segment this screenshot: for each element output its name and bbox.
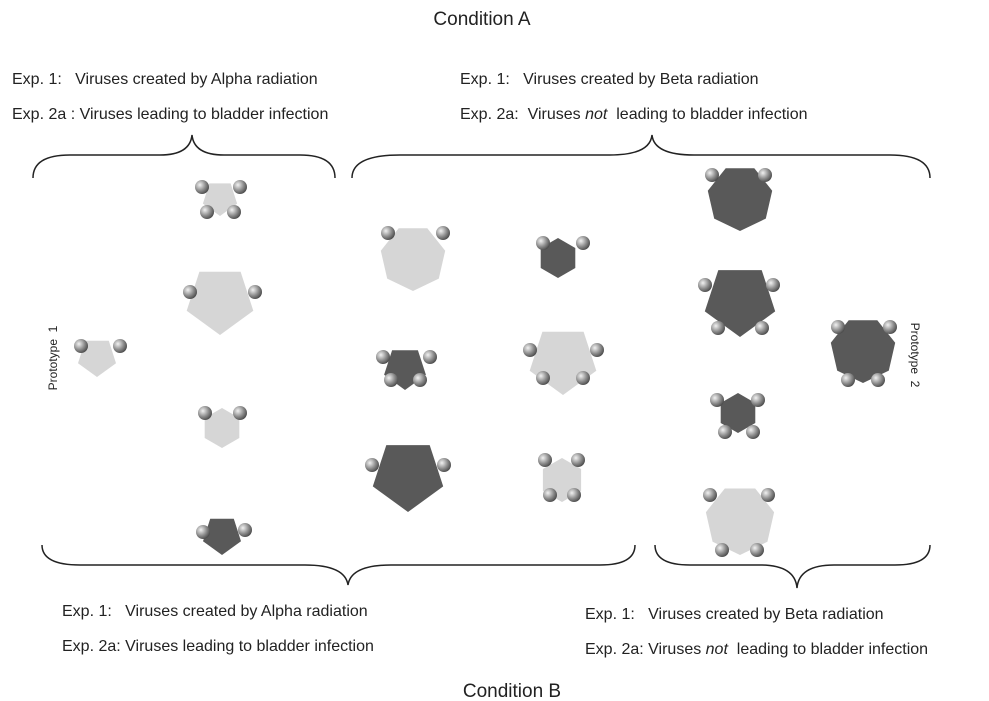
virus-spike xyxy=(766,278,780,292)
virus-spike xyxy=(871,373,885,387)
virus-spike xyxy=(698,278,712,292)
virus-spike xyxy=(576,371,590,385)
virus-spike xyxy=(711,321,725,335)
virus-spike xyxy=(761,488,775,502)
virus-spike xyxy=(841,373,855,387)
virus-spike xyxy=(365,458,379,472)
virus-spike xyxy=(183,285,197,299)
virus-spike xyxy=(705,168,719,182)
bottom-right-line-1: Exp. 1: Viruses created by Beta radiatio… xyxy=(585,606,884,623)
virus-spike xyxy=(413,373,427,387)
virus-spike xyxy=(200,205,214,219)
text-part: Exp. 2a: Viruses xyxy=(460,106,585,123)
diagram: Condition A Exp. 1: Viruses created by A… xyxy=(0,0,989,701)
virus-spike xyxy=(703,488,717,502)
virus-spike xyxy=(746,425,760,439)
virus-spike xyxy=(536,236,550,250)
brace xyxy=(42,545,635,585)
text-part: leading to bladder infection xyxy=(607,106,807,123)
text-part: leading to bladder infection xyxy=(728,641,928,658)
virus-spike xyxy=(227,205,241,219)
virus-spike xyxy=(576,236,590,250)
virus-spike xyxy=(831,320,845,334)
virus-body xyxy=(373,445,443,512)
virus-spike xyxy=(437,458,451,472)
virus-spike xyxy=(758,168,772,182)
virus-spike xyxy=(233,406,247,420)
virus-spike xyxy=(750,543,764,557)
top-left-line-1: Exp. 1: Viruses created by Alpha radiati… xyxy=(12,71,318,88)
prototype-1-label: Prototype 1 xyxy=(46,325,60,390)
virus-spike xyxy=(710,393,724,407)
virus-body xyxy=(187,272,254,335)
text-emphasis: not xyxy=(585,106,608,123)
virus-spike xyxy=(384,373,398,387)
virus-spike xyxy=(423,350,437,364)
virus-spike xyxy=(248,285,262,299)
virus-spike xyxy=(233,180,247,194)
virus-spike xyxy=(718,425,732,439)
virus-body xyxy=(203,519,241,555)
bottom-right-line-2: Exp. 2a: Viruses not leading to bladder … xyxy=(585,641,928,658)
virus-body xyxy=(530,332,597,395)
virus-spike xyxy=(74,339,88,353)
virus-group xyxy=(74,168,897,557)
brace xyxy=(352,135,930,178)
virus-spike xyxy=(113,339,127,353)
virus-spike xyxy=(523,343,537,357)
virus-spike xyxy=(376,350,390,364)
virus-spike xyxy=(571,453,585,467)
brace xyxy=(33,135,335,178)
condition-a-title: Condition A xyxy=(433,9,531,30)
virus-spike xyxy=(196,525,210,539)
virus-spike xyxy=(238,523,252,537)
text-emphasis: not xyxy=(706,641,729,658)
prototype-2-label: Prototype 2 xyxy=(908,323,922,388)
virus-spike xyxy=(590,343,604,357)
virus-spike xyxy=(381,226,395,240)
brace xyxy=(655,545,930,588)
virus-spike xyxy=(536,371,550,385)
virus-spike xyxy=(198,406,212,420)
virus-spike xyxy=(567,488,581,502)
virus-spike xyxy=(755,321,769,335)
virus-spike xyxy=(751,393,765,407)
virus-spike xyxy=(436,226,450,240)
condition-b-title: Condition B xyxy=(463,681,561,701)
virus-spike xyxy=(883,320,897,334)
virus-spike xyxy=(538,453,552,467)
bottom-left-line-1: Exp. 1: Viruses created by Alpha radiati… xyxy=(62,603,368,620)
top-left-line-2: Exp. 2a : Viruses leading to bladder inf… xyxy=(12,106,328,123)
top-right-line-1: Exp. 1: Viruses created by Beta radiatio… xyxy=(460,71,759,88)
virus-spike xyxy=(195,180,209,194)
text-part: Exp. 2a: Viruses xyxy=(585,641,706,658)
virus-spike xyxy=(715,543,729,557)
top-right-line-2: Exp. 2a: Viruses not leading to bladder … xyxy=(460,106,808,123)
virus-spike xyxy=(543,488,557,502)
bottom-left-line-2: Exp. 2a: Viruses leading to bladder infe… xyxy=(62,638,374,655)
